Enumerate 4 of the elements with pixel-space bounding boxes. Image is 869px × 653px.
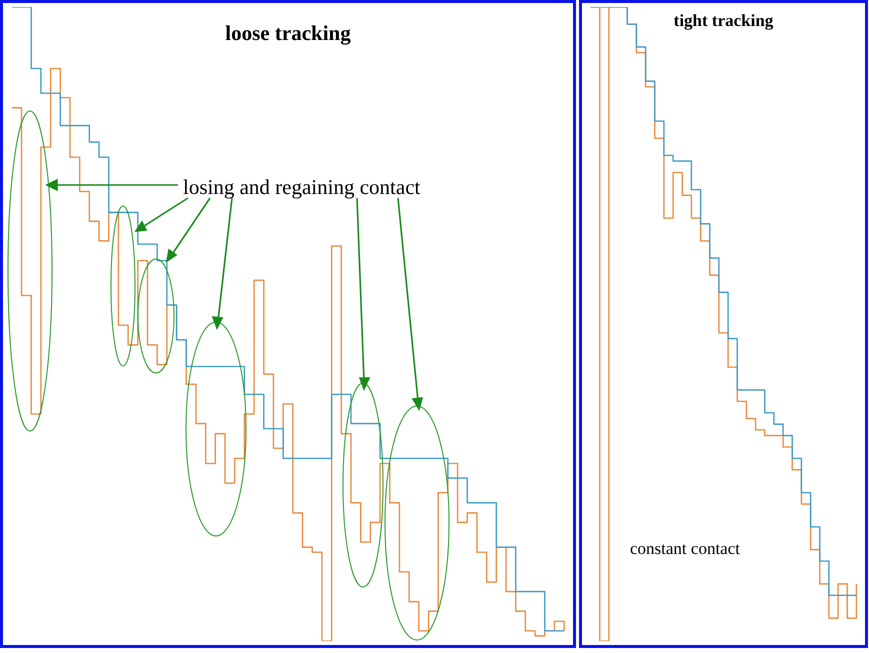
annotation: constant contact bbox=[630, 539, 740, 559]
text: loose tracking bbox=[224, 21, 352, 46]
annotation: losing and regaining contact bbox=[183, 175, 420, 200]
chart-title: tight tracking bbox=[672, 11, 774, 31]
